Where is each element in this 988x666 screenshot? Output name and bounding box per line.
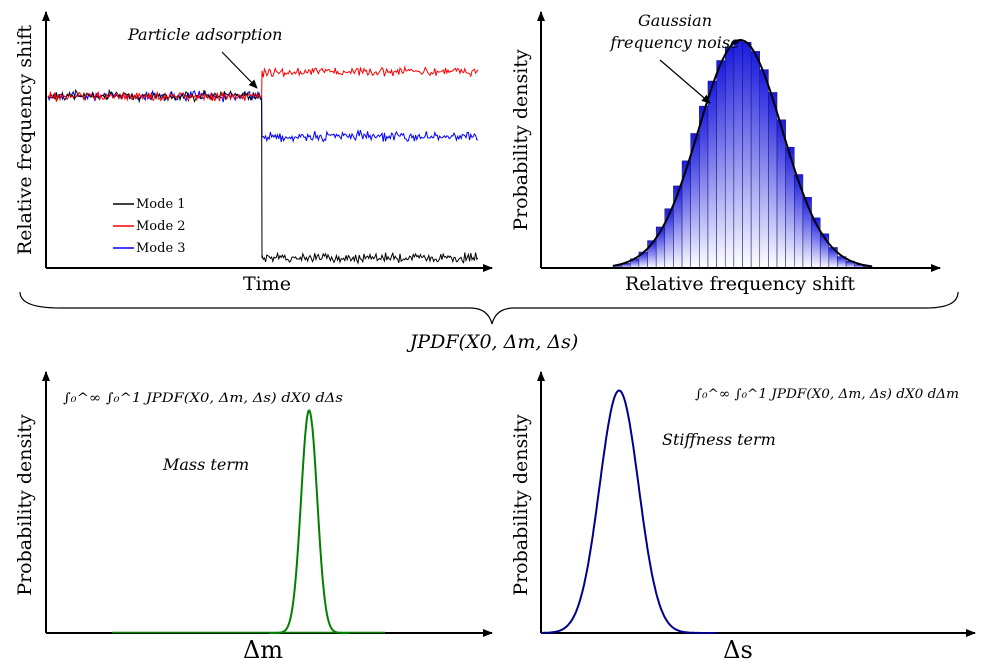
bl-mass-peak-curve xyxy=(269,409,350,634)
histogram-bar xyxy=(724,46,735,269)
histogram-bar xyxy=(802,197,812,269)
br-annotation: Stiffness term xyxy=(662,430,776,449)
tl-x-axis-label: Time xyxy=(243,273,291,295)
brace: JPDF(X0, Δm, Δs) xyxy=(19,291,959,353)
histogram-bar xyxy=(699,105,709,269)
br-y-axis-label: Probability density xyxy=(510,414,532,596)
histogram-bar xyxy=(664,208,674,269)
tr-y-axis-label: Probability density xyxy=(510,49,532,231)
histogram-bar xyxy=(811,217,821,269)
trace-mode-2 xyxy=(47,65,479,103)
tr-annotation-line-1: Gaussian xyxy=(638,11,712,30)
tr-x-axis-label: Relative frequency shift xyxy=(625,273,855,295)
tl-legend: Mode 1 Mode 2 Mode 3 xyxy=(113,197,186,256)
bl-y-axis-label: Probability density xyxy=(14,414,36,596)
tl-annotation: Particle adsorption xyxy=(127,25,282,44)
tr-gaussian-fit-curve xyxy=(612,39,873,268)
br-formula: ∫₀^∞ ∫₀^1 JPDF(X0, Δm, Δs) dX0 dΔm xyxy=(695,387,959,402)
tr-histogram xyxy=(612,39,873,269)
tr-annotation-line-2: frequency noise xyxy=(609,33,739,52)
panel-top-right: Relative frequency shift Probability den… xyxy=(510,11,941,295)
histogram-bar xyxy=(750,51,761,269)
tl-traces xyxy=(47,65,479,265)
tl-annotation-arrow xyxy=(221,51,258,89)
histogram-bar xyxy=(716,60,726,269)
br-stiffness-peak-curve xyxy=(541,389,717,634)
histogram-bar xyxy=(655,226,666,269)
histogram-bar xyxy=(733,39,743,269)
panel-bottom-left: Δm Probability density Mass term ∫₀^∞ ∫₀… xyxy=(14,371,493,664)
histogram-bar xyxy=(768,92,778,269)
tl-y-axis-label: Relative frequency shift xyxy=(14,25,36,255)
brace-label: JPDF(X0, Δm, Δs) xyxy=(406,331,579,353)
legend-label-mode-1: Mode 1 xyxy=(136,197,186,212)
legend-label-mode-2: Mode 2 xyxy=(136,219,186,234)
bl-annotation: Mass term xyxy=(162,455,249,474)
legend-label-mode-3: Mode 3 xyxy=(136,241,186,256)
panel-top-left: Time Relative frequency shift Particle a… xyxy=(14,11,493,295)
bl-x-axis-label: Δm xyxy=(243,636,283,664)
brace-shape xyxy=(19,291,959,325)
histogram-bar xyxy=(673,185,683,269)
br-x-axis-label: Δs xyxy=(723,636,753,664)
histogram-bar xyxy=(776,119,786,269)
bl-formula: ∫₀^∞ ∫₀^1 JPDF(X0, Δm, Δs) dX0 dΔs xyxy=(63,391,343,406)
histogram-bar xyxy=(742,42,752,269)
tr-annotation-arrow xyxy=(659,59,711,104)
histogram-bar xyxy=(759,69,769,269)
panel-bottom-right: Δs Probability density Stiffness term ∫₀… xyxy=(510,371,976,664)
trace-mode-1 xyxy=(47,88,479,265)
histogram-bar xyxy=(707,80,717,269)
